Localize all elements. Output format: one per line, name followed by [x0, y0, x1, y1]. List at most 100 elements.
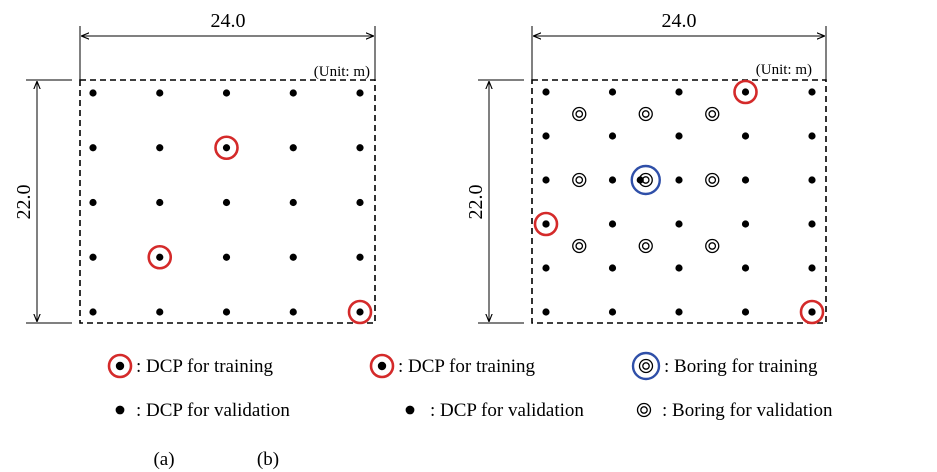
legend-b-dcp-validation: : DCP for validation: [405, 400, 584, 421]
dcp-validation-point: [89, 89, 97, 97]
dcp-training-icon: [369, 353, 395, 379]
dcp-training-point: [222, 144, 231, 152]
boring-validation-point: [705, 106, 720, 122]
dcp-validation-point: [741, 220, 750, 228]
diagram-a-width-label: 24.0: [211, 10, 246, 32]
dcp-validation-point: [741, 132, 750, 140]
caption-a: (a): [153, 449, 174, 470]
dcp-validation-icon: [115, 405, 125, 415]
dcp-validation-point: [808, 220, 816, 228]
legend-a-training-label: : DCP for training: [136, 356, 274, 377]
dcp-validation-point: [222, 308, 231, 316]
caption-b: (b): [257, 449, 279, 470]
boring-validation-point: [638, 106, 653, 122]
boring-training-ring: [630, 164, 661, 196]
legend-b-dcp-training: : DCP for training: [369, 353, 536, 379]
dcp-validation-point: [222, 89, 231, 97]
dcp-validation-point: [675, 88, 683, 96]
dcp-validation-point: [156, 89, 164, 97]
dcp-validation-point: [808, 88, 816, 96]
dcp-validation-point: [808, 132, 816, 140]
dcp-validation-point: [741, 264, 750, 272]
diagram-b-point-grid: [533, 79, 825, 325]
dcp-validation-point: [675, 132, 683, 140]
dcp-validation-point: [542, 88, 550, 96]
dcp-validation-point: [608, 220, 617, 228]
boring-validation-point: [705, 172, 720, 188]
diagram-b-unit-label: (Unit: m): [756, 62, 812, 78]
dcp-validation-point: [89, 308, 97, 316]
diagram-a-site-boundary: [79, 79, 376, 324]
dcp-validation-point: [222, 198, 231, 207]
dcp-validation-point: [156, 308, 164, 316]
boring-inner-ring: [708, 242, 717, 250]
diagram-b-site-boundary: [531, 79, 827, 324]
dcp-validation-point: [156, 144, 164, 152]
dcp-training-point: [808, 308, 816, 316]
dcp-validation-point: [675, 308, 683, 316]
dcp-training-point: [156, 253, 164, 261]
dcp-validation-point: [741, 308, 750, 316]
dcp-validation-point: [156, 198, 164, 207]
legend-boring-training-label: : Boring for training: [664, 356, 818, 377]
dcp-training-ring: [147, 244, 173, 270]
dcp-validation-point: [608, 308, 617, 316]
dcp-training-point: [741, 88, 750, 96]
boring-validation-point: [572, 106, 587, 122]
diagram-b-width-label: 24.0: [662, 10, 697, 32]
legend-b-validation-label: : DCP for validation: [430, 400, 584, 421]
dcp-validation-point: [289, 308, 297, 316]
dcp-validation-point: [808, 264, 816, 272]
boring-training-icon: [631, 351, 661, 381]
dcp-validation-point: [289, 89, 297, 97]
legend-a-dcp-validation: : DCP for validation: [115, 400, 290, 421]
diagram-a-point-grid: [89, 89, 373, 325]
diagram-b: 24.0 22.0 (Unit: m): [465, 10, 827, 325]
dcp-validation-point: [89, 198, 97, 207]
dcp-training-icon: [107, 353, 133, 379]
boring-inner-ring: [575, 176, 584, 184]
dcp-training-ring: [347, 299, 373, 325]
dcp-validation-icon: [405, 405, 415, 415]
dcp-validation-point: [289, 198, 297, 207]
dcp-validation-point: [542, 132, 550, 140]
dcp-training-ring: [214, 135, 239, 161]
dcp-validation-point: [89, 144, 97, 152]
diagram-a-unit-label: (Unit: m): [314, 64, 370, 80]
dcp-validation-point: [741, 176, 750, 184]
dcp-validation-point: [608, 88, 617, 96]
legend-b-training-label: : DCP for training: [398, 356, 536, 377]
legend-a-validation-label: : DCP for validation: [136, 400, 290, 421]
legend-b-boring-training: : Boring for training: [631, 351, 818, 381]
boring-validation-point: [572, 238, 587, 254]
diagram-a-height-label: 22.0: [13, 185, 35, 220]
boring-validation-point: [705, 238, 720, 254]
dcp-validation-point: [636, 176, 644, 184]
dcp-validation-point: [289, 144, 297, 152]
dcp-training-ring: [733, 79, 758, 105]
dcp-validation-point: [542, 308, 550, 316]
dcp-validation-point: [608, 176, 617, 184]
boring-inner-ring: [708, 110, 717, 118]
boring-validation-point: [572, 172, 587, 188]
legend-a-dcp-training: : DCP for training: [107, 353, 274, 379]
dcp-training-ring: [799, 299, 825, 325]
legend: : DCP for training : DCP for validation …: [107, 351, 833, 421]
dcp-validation-point: [808, 176, 816, 184]
dcp-validation-point: [356, 198, 364, 207]
diagram-a: 24.0 22.0 (Unit: m): [13, 10, 376, 325]
dcp-validation-point: [89, 253, 97, 261]
dcp-validation-point: [542, 176, 550, 184]
dcp-validation-point: [608, 132, 617, 140]
dcp-validation-point: [542, 264, 550, 272]
dcp-training-point: [542, 220, 550, 228]
dcp-validation-point: [356, 89, 364, 97]
boring-inner-ring: [575, 242, 584, 250]
dcp-validation-point: [222, 253, 231, 261]
boring-inner-ring: [708, 176, 717, 184]
legend-b-boring-validation: : Boring for validation: [636, 400, 833, 421]
dcp-validation-point: [675, 176, 683, 184]
dcp-training-ring: [533, 211, 559, 237]
dcp-validation-point: [289, 253, 297, 261]
